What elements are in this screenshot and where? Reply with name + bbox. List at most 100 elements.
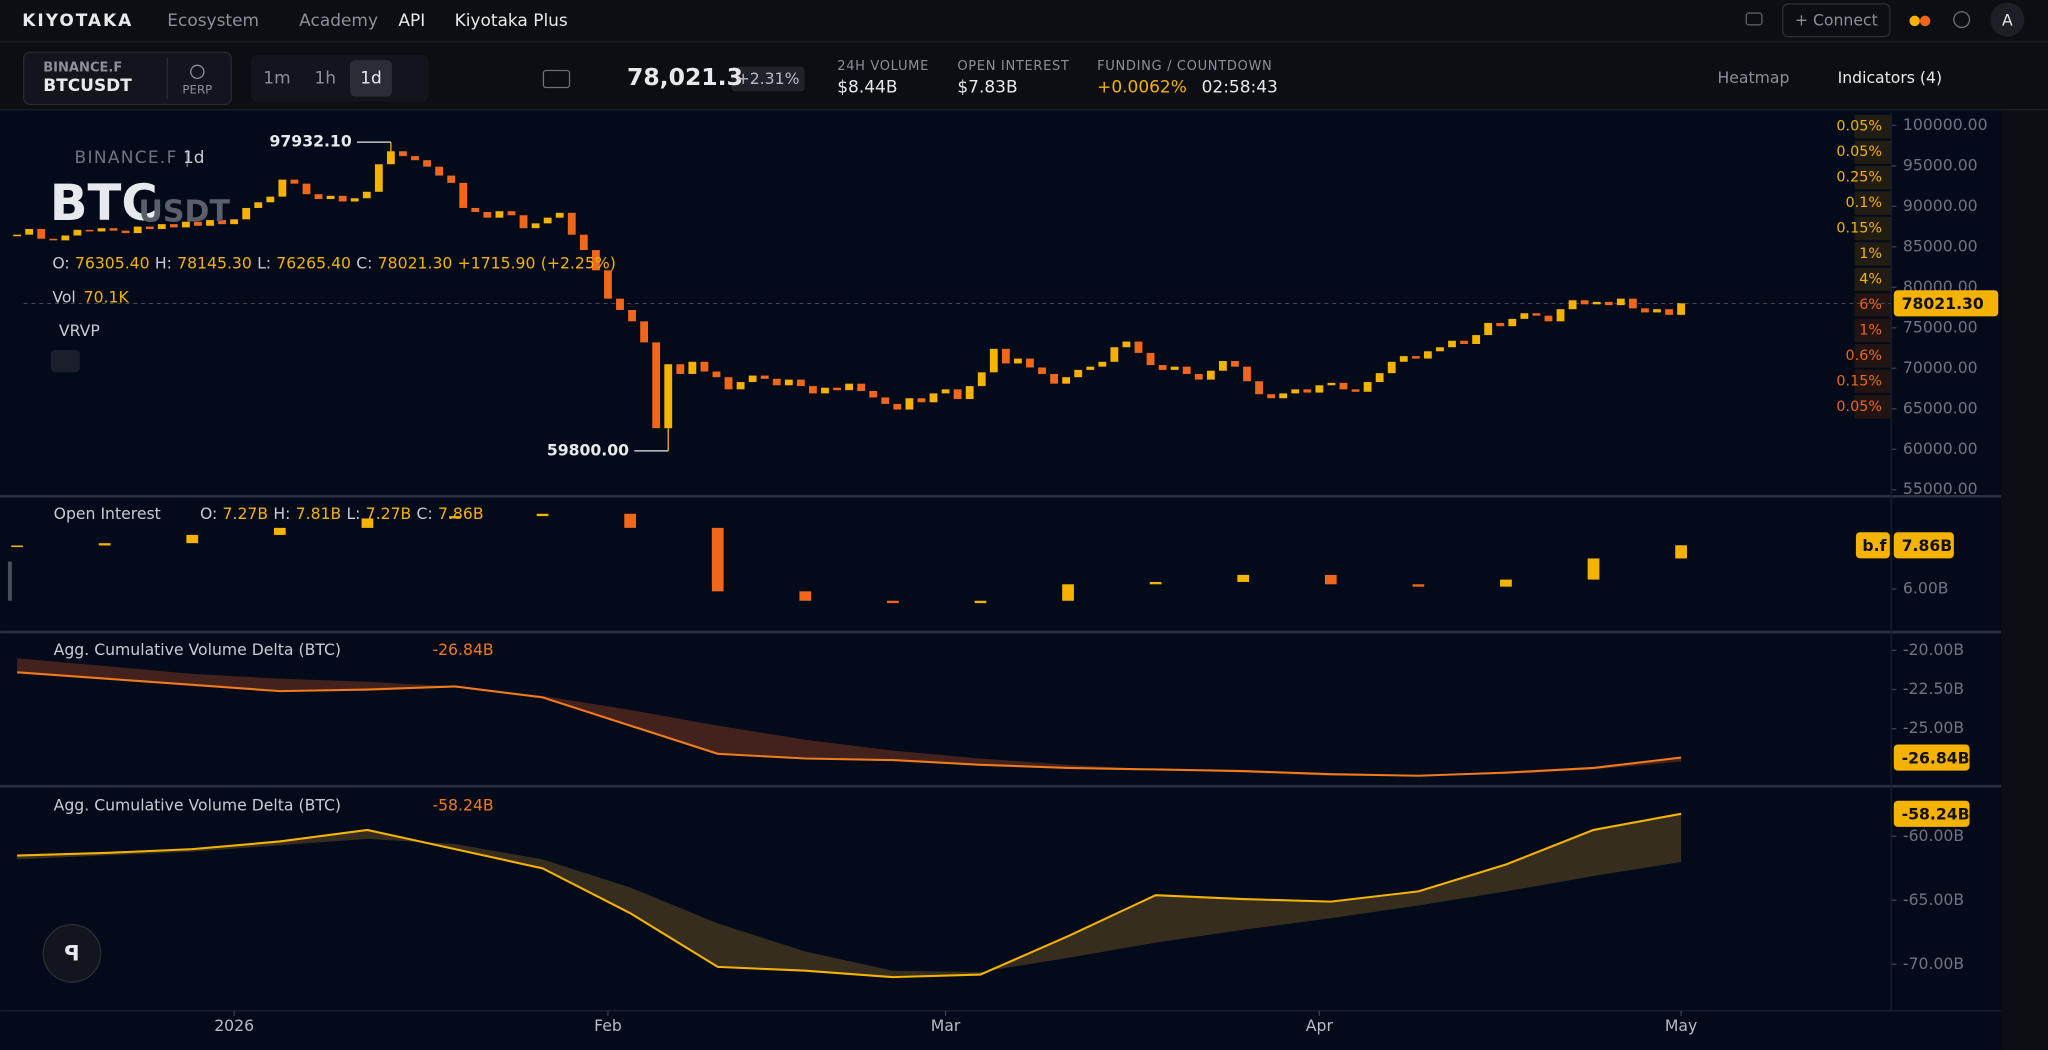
nav-link[interactable]: API [398, 11, 425, 31]
y-tick-label: 60000.00 [1903, 439, 1978, 458]
candle [821, 387, 829, 394]
candle [362, 191, 371, 199]
interval[interactable]: 1m [263, 68, 290, 88]
candle [688, 361, 697, 374]
ohlc-value: 78145.30 [177, 253, 252, 272]
ohlc-key: O: [200, 504, 217, 523]
brand[interactable]: KIYOTAKA [22, 11, 133, 31]
candle [61, 235, 70, 241]
ohlc-key: H: [273, 504, 290, 523]
nav-link[interactable]: Ecosystem [167, 11, 259, 31]
theme-dot[interactable] [1909, 15, 1920, 27]
candle [483, 212, 492, 218]
candle [1677, 303, 1686, 315]
connect-button[interactable] [1782, 3, 1891, 38]
logo-button[interactable] [42, 923, 102, 983]
ohlc-key: L: [346, 504, 360, 523]
y-tick-label: -70.00B [1903, 954, 1964, 973]
connect-label[interactable]: + Connect [1795, 10, 1878, 29]
candle [905, 398, 914, 410]
candle [386, 151, 395, 165]
candle [495, 211, 504, 218]
candle [1448, 340, 1456, 348]
y-tick-label: 95000.00 [1903, 155, 1978, 174]
vrvp-bar [1854, 293, 1892, 317]
vrvp-label: 0.15% [1836, 221, 1882, 237]
symbol: BTCUSDT [43, 76, 132, 96]
ohlc-key: L: [257, 253, 271, 272]
nav-link[interactable]: Academy [299, 11, 378, 31]
y-tick-label: 65000.00 [1903, 398, 1978, 417]
vrvp-label: 6% [1859, 297, 1882, 313]
vrvp-label: 0.1% [1846, 195, 1882, 211]
interval-label: 1d [183, 148, 205, 168]
delta-band [17, 658, 1682, 776]
price-tag-label: -26.84B [1902, 748, 1970, 767]
exchange-label: BINANCE.F | [75, 148, 192, 168]
ohlc-value: 7.27B [366, 504, 412, 523]
camera-icon[interactable] [1745, 12, 1763, 26]
avatar[interactable] [1990, 2, 2025, 37]
candle [254, 202, 263, 208]
chart-style-icon[interactable] [542, 69, 571, 89]
x-tick-label: Mar [931, 1016, 961, 1035]
candle [1291, 389, 1300, 394]
y-tick-label: -25.00B [1903, 718, 1964, 737]
candle [338, 195, 347, 202]
pane-title: Agg. Cumulative Volume Delta (BTC) [54, 795, 341, 814]
source-label: b.f [1862, 536, 1886, 555]
candle [1568, 300, 1577, 310]
candle [133, 226, 142, 234]
candle [361, 518, 374, 528]
candle [1158, 365, 1167, 370]
avatar-letter[interactable]: A [2002, 10, 2013, 29]
toolbar-button[interactable]: Indicators (4) [1838, 68, 1943, 87]
logo-mark[interactable]: ꟼ [64, 942, 79, 966]
ohlc-value: 7.81B [296, 504, 342, 523]
toolbar-button[interactable]: Heatmap [1717, 68, 1789, 87]
candle [1206, 370, 1215, 380]
theme-dot[interactable] [1919, 15, 1931, 27]
candle [591, 250, 600, 271]
collapse-button[interactable] [51, 350, 80, 373]
ohlc-key: C: [356, 253, 372, 272]
price-tag [1893, 290, 1999, 317]
y-tick-label: 100000.00 [1903, 115, 1988, 134]
vrvp-bar [1854, 140, 1892, 164]
ohlc-value: 76305.40 [75, 253, 150, 272]
candle [543, 217, 552, 224]
interval[interactable]: 1h [315, 68, 337, 88]
symbol-box[interactable] [22, 51, 232, 106]
candle [1587, 558, 1600, 580]
candle [13, 234, 22, 237]
candle [49, 238, 58, 241]
candle [977, 372, 986, 387]
candle [1194, 373, 1203, 380]
candle [1050, 373, 1059, 384]
vrvp-label: 0.6% [1846, 348, 1882, 364]
price-change: +2.31% [737, 69, 800, 88]
candle [1375, 373, 1384, 383]
y-tick-label: -60.00B [1903, 826, 1964, 845]
candle [887, 600, 899, 604]
candle [519, 215, 528, 229]
vrvp-label: 0.05% [1836, 144, 1882, 160]
candle [1255, 381, 1263, 395]
interval[interactable]: 1d [360, 68, 382, 88]
candle [1170, 366, 1179, 370]
candle [1544, 315, 1553, 322]
candle [953, 389, 962, 400]
change-box [731, 66, 805, 92]
candle [145, 226, 154, 230]
vrvp-bar [1854, 165, 1892, 190]
moon-icon[interactable] [1953, 11, 1971, 29]
candle [965, 386, 974, 400]
vrvp-label: 1% [1859, 322, 1882, 338]
nav-link[interactable]: Kiyotaka Plus [455, 11, 568, 31]
candle [974, 600, 987, 604]
ohlc-key: O: [52, 253, 69, 272]
candle [555, 212, 564, 218]
low-label: 59800.00 [547, 440, 629, 459]
